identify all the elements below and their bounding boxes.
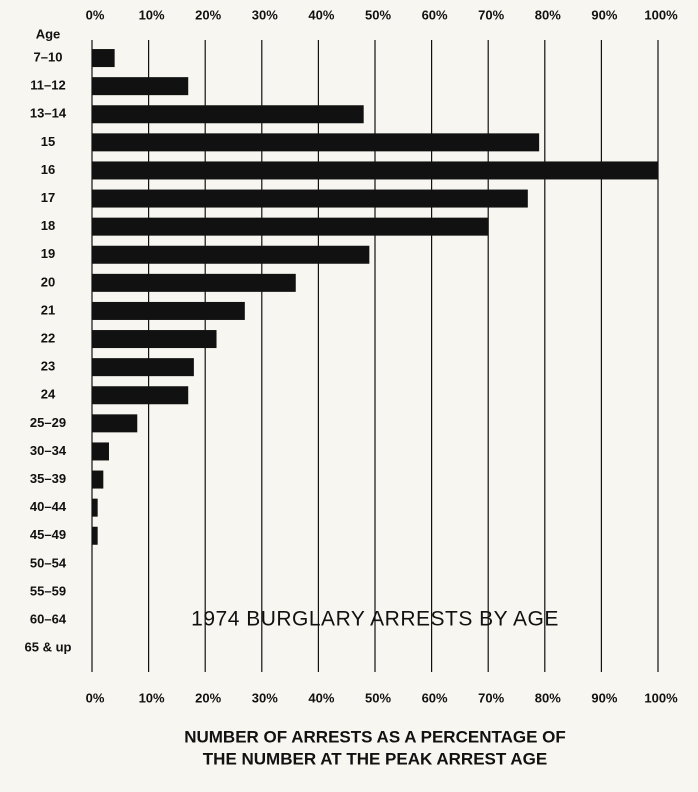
x-tick-label: 60% xyxy=(422,7,448,22)
bar xyxy=(92,49,115,68)
y-tick-label: 21 xyxy=(41,302,55,317)
x-tick-label: 40% xyxy=(308,7,334,22)
y-tick-label: 23 xyxy=(41,359,55,374)
x-axis-label: NUMBER OF ARRESTS AS A PERCENTAGE OF xyxy=(184,727,566,746)
y-tick-label: 7–10 xyxy=(34,49,63,64)
bar xyxy=(92,273,296,292)
bar xyxy=(92,442,109,461)
x-tick-label: 50% xyxy=(365,7,391,22)
x-tick-label: 60% xyxy=(422,690,448,705)
bar xyxy=(92,386,189,405)
bar xyxy=(92,189,528,208)
y-tick-label: 20 xyxy=(41,274,55,289)
bar xyxy=(92,105,364,124)
bar xyxy=(92,470,104,489)
bar xyxy=(92,414,138,433)
y-tick-label: 30–34 xyxy=(30,443,67,458)
x-tick-label: 10% xyxy=(139,7,165,22)
x-tick-label: 20% xyxy=(195,7,221,22)
y-tick-label: 25–29 xyxy=(30,415,66,430)
x-tick-label: 0% xyxy=(86,7,105,22)
y-tick-label: 40–44 xyxy=(30,499,67,514)
y-tick-label: 24 xyxy=(41,387,56,402)
bar xyxy=(92,526,98,545)
y-tick-label: 19 xyxy=(41,246,55,261)
y-tick-label: 11–12 xyxy=(30,78,65,93)
bar xyxy=(92,161,658,180)
x-tick-label: 20% xyxy=(195,690,221,705)
x-tick-label: 30% xyxy=(252,7,278,22)
x-tick-label: 90% xyxy=(591,690,617,705)
x-tick-label: 10% xyxy=(139,690,165,705)
x-tick-label: 70% xyxy=(478,690,504,705)
y-tick-label: 22 xyxy=(41,330,55,345)
bar xyxy=(92,245,370,264)
x-tick-label: 100% xyxy=(644,690,678,705)
bar xyxy=(92,498,98,517)
y-tick-label: 65 & up xyxy=(25,640,72,655)
bar xyxy=(92,330,217,349)
x-axis-label: THE NUMBER AT THE PEAK ARREST AGE xyxy=(203,749,547,768)
y-tick-label: 35–39 xyxy=(30,471,66,486)
bar xyxy=(92,358,194,377)
y-tick-label: 15 xyxy=(41,134,55,149)
x-tick-label: 100% xyxy=(644,7,678,22)
y-tick-label: 16 xyxy=(41,162,55,177)
bar xyxy=(92,301,245,320)
y-tick-label: 13–14 xyxy=(30,106,67,121)
x-tick-label: 0% xyxy=(86,690,105,705)
x-tick-label: 80% xyxy=(535,7,561,22)
y-tick-label: 17 xyxy=(41,190,55,205)
x-tick-label: 30% xyxy=(252,690,278,705)
y-axis-label: Age xyxy=(36,26,61,41)
y-tick-label: 60–64 xyxy=(30,611,67,626)
x-tick-label: 70% xyxy=(478,7,504,22)
bar xyxy=(92,133,540,152)
y-tick-label: 45–49 xyxy=(30,527,66,542)
y-tick-label: 18 xyxy=(41,218,55,233)
x-tick-label: 50% xyxy=(365,690,391,705)
y-tick-label: 50–54 xyxy=(30,555,67,570)
bar xyxy=(92,217,489,236)
x-tick-label: 40% xyxy=(308,690,334,705)
bar xyxy=(92,77,189,96)
x-tick-label: 80% xyxy=(535,690,561,705)
x-tick-label: 90% xyxy=(591,7,617,22)
y-tick-label: 55–59 xyxy=(30,583,66,598)
